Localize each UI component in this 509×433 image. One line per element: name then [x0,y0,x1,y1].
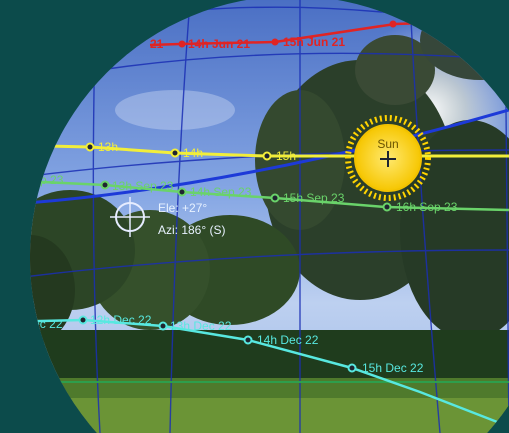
elevation-readout: Ele: +27° [158,201,207,215]
path-point-jun21-16 [389,20,397,28]
path-label-jun21-15: 15h Jun 21 [283,35,345,49]
path-label-dec22-12: 12h Dec 22 [90,313,152,327]
path-point-dec22-13 [158,321,168,331]
path-label-sep23-16: 16h Sep 23 [396,200,458,214]
path-point-today-13 [85,142,95,152]
path-label-dec22-15: 15h Dec 22 [362,361,424,375]
altitude-ring [30,108,509,207]
sun-center-cross-icon [380,151,396,167]
path-point-sep23-16 [382,202,392,212]
lawn-foreground [30,398,509,433]
path-label-today-15: 15h [276,149,296,163]
path-point-sep23-13 [100,180,110,190]
path-point-today-15 [262,151,272,161]
sun-path-sep23 [30,178,509,212]
path-point-dec22-14 [243,335,253,345]
path-point-sep23-14 [177,187,187,197]
path-label-sep23-13: 13h Sep 23 [112,179,174,193]
path-label-sep23-15: 15h Sep 23 [283,191,345,205]
tree-canopy [30,0,509,345]
azimuth-readout: Azi: 186° (S) [158,223,226,237]
path-point-today-14 [170,148,180,158]
cloud [115,90,235,130]
path-label-today-13: 13h [98,140,118,154]
path-point-jun21-14 [178,40,186,48]
path-label-today-14: 14h [183,146,203,160]
path-label-dec22-14: 14h Dec 22 [257,333,319,347]
sun-label: Sun [377,137,398,151]
path-point-jun21-15 [271,38,279,46]
path-point-dec22-15 [347,363,357,373]
path-label-jun21-13: 21 [150,37,164,51]
path-point-sep23-15 [270,193,280,203]
path-label-sep23-14: 14h Sep 23 [190,185,252,199]
sun-rays [345,115,431,201]
path-point-dec22-12 [78,315,88,325]
reticle[interactable]: Ele: +27° Azi: 186° (S) [110,197,226,237]
path-label-dec22-13: 13h Dec 22 [170,319,232,333]
sun-marker[interactable]: Sun [345,115,431,201]
path-label-jun21-14: 14h Jun 21 [188,37,250,51]
crosshair-lines [110,197,150,237]
